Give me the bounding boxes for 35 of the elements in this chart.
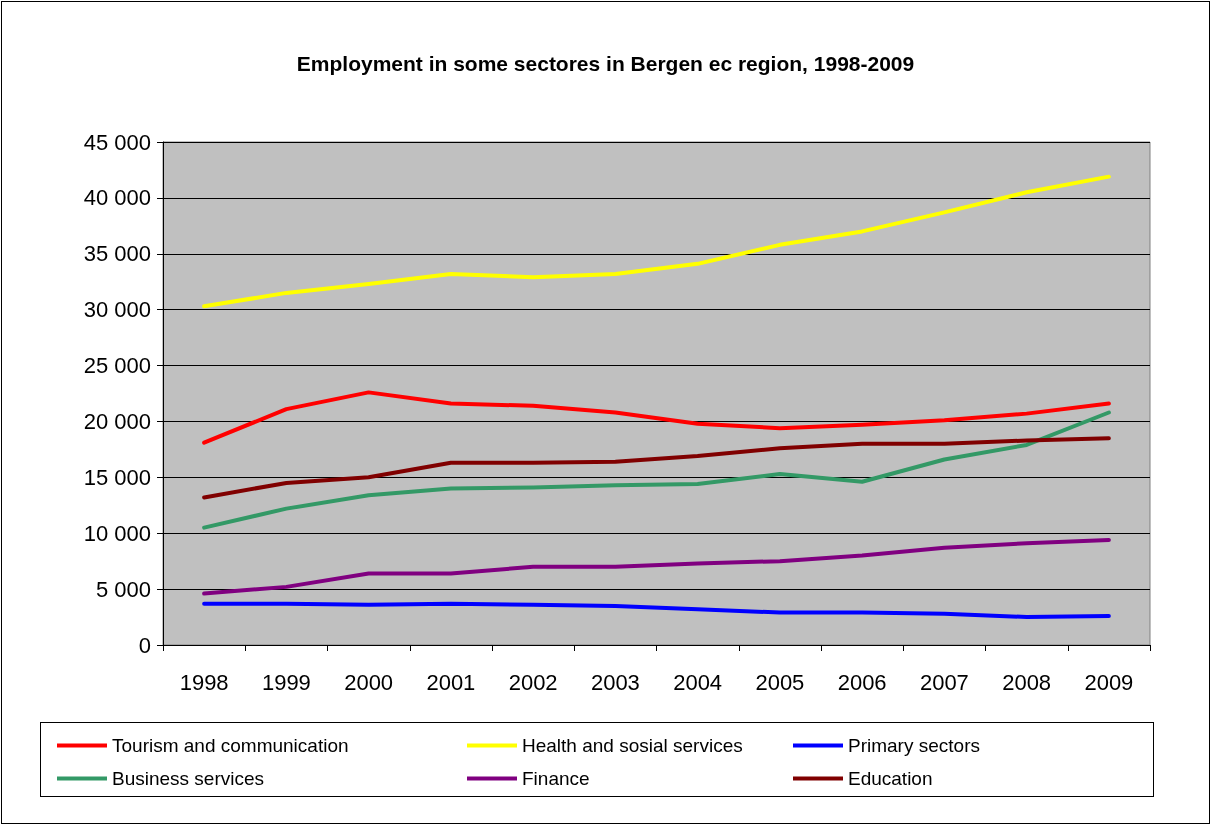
x-tick-label: 1999 xyxy=(261,669,311,695)
legend-label: Primary sectors xyxy=(848,735,980,756)
x-tick-label: 2005 xyxy=(755,669,805,695)
y-tick-label: 45 000 xyxy=(83,129,151,155)
x-tick-label: 2009 xyxy=(1084,669,1134,695)
y-tick-label: 35 000 xyxy=(83,241,151,267)
legend-label: Tourism and communication xyxy=(112,735,349,756)
x-tick-label: 2004 xyxy=(673,669,723,695)
y-tick-label: 0 xyxy=(138,632,151,658)
y-tick-label: 40 000 xyxy=(83,185,151,211)
y-tick-label: 15 000 xyxy=(83,464,151,490)
x-tick-label: 2002 xyxy=(508,669,558,695)
x-tick-label: 2003 xyxy=(590,669,640,695)
x-tick-label: 2007 xyxy=(919,669,969,695)
x-tick-label: 2001 xyxy=(426,669,476,695)
chart-title: Employment in some sectores in Bergen ec region, 1998-2009 xyxy=(296,52,915,75)
legend-label: Health and sosial services xyxy=(522,735,743,756)
line-series xyxy=(202,436,1111,500)
legend-label: Business services xyxy=(112,768,265,789)
x-tick-label: 2008 xyxy=(1002,669,1052,695)
x-tick-label: 1998 xyxy=(179,669,229,695)
x-tick-label: 2006 xyxy=(837,669,887,695)
line-series xyxy=(202,390,1111,445)
x-tick-label: 2000 xyxy=(344,669,394,695)
legend-label: Education xyxy=(848,768,933,789)
y-tick-label: 25 000 xyxy=(83,353,151,379)
line-series xyxy=(202,537,1111,596)
y-tick-label: 30 000 xyxy=(83,297,151,323)
line-series xyxy=(202,174,1111,309)
line-series xyxy=(202,601,1111,620)
y-tick-label: 20 000 xyxy=(83,408,151,434)
y-tick-label: 5 000 xyxy=(95,576,151,602)
y-tick-label: 10 000 xyxy=(83,520,151,546)
legend-label: Finance xyxy=(522,768,590,789)
line-series xyxy=(202,410,1111,530)
